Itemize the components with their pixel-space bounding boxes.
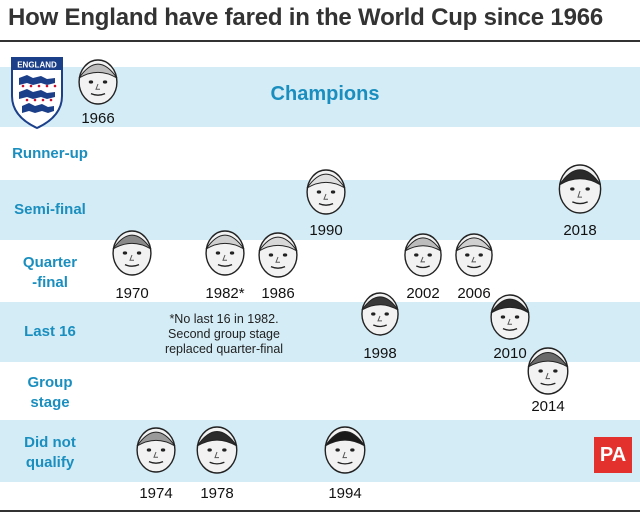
row-label-runner-up: Runner-up: [12, 144, 88, 162]
manager-face-2006-icon: [455, 233, 493, 277]
year-label: 1986: [261, 285, 295, 302]
year-label: 1998: [363, 345, 397, 362]
bottom-rule: [0, 510, 640, 512]
year-label: 1994: [328, 485, 362, 502]
year-label: 1966: [81, 110, 115, 127]
manager-face-2002-icon: [404, 233, 442, 277]
manager-face-2010-icon: [490, 294, 530, 340]
manager-face-1978-icon: [196, 426, 238, 474]
pa-logo: PA: [594, 437, 632, 473]
manager-face-1990-icon: [306, 169, 346, 215]
year-label: 2006: [457, 285, 491, 302]
year-label: 1978: [200, 485, 234, 502]
chart-title: How England have fared in the World Cup …: [8, 4, 604, 31]
manager-face-1966-icon: [78, 59, 118, 105]
year-label: 1970: [115, 285, 149, 302]
row-label-last-16: Last 16: [24, 323, 76, 340]
row-label-group-stage: Group stage: [27, 374, 73, 411]
year-label: 1982*: [205, 285, 245, 302]
year-label: 2018: [563, 222, 597, 239]
crest-label: ENGLAND: [17, 61, 57, 70]
manager-face-1974-icon: [136, 427, 176, 473]
year-label: 1990: [309, 222, 343, 239]
manager-face-1982-icon: [205, 230, 245, 276]
manager-face-1994-icon: [324, 426, 366, 474]
row-label-did-not-qualify: Did not qualify: [24, 434, 76, 471]
manager-face-2018-icon: [558, 164, 602, 214]
year-label: 2010: [493, 345, 527, 362]
manager-face-2014-icon: [527, 347, 569, 395]
band-last-16: [0, 302, 640, 362]
year-label: 2014: [531, 398, 565, 415]
row-label-semi-final: Semi-final: [14, 201, 86, 218]
footnote-1982: *No last 16 in 1982. Second group stage …: [164, 312, 284, 356]
england-crest-icon: ENGLAND: [11, 57, 63, 130]
row-label-quarter-final: Quarter -final: [22, 254, 78, 291]
band-did-not-qualify: [0, 420, 640, 482]
manager-face-1998-icon: [361, 292, 399, 336]
title-rule: [0, 40, 640, 42]
manager-face-1986-icon: [258, 232, 298, 278]
year-label: 1974: [139, 485, 173, 502]
year-label: 2002: [406, 285, 440, 302]
manager-face-1970-icon: [112, 230, 152, 276]
champions-label: Champions: [270, 83, 380, 105]
